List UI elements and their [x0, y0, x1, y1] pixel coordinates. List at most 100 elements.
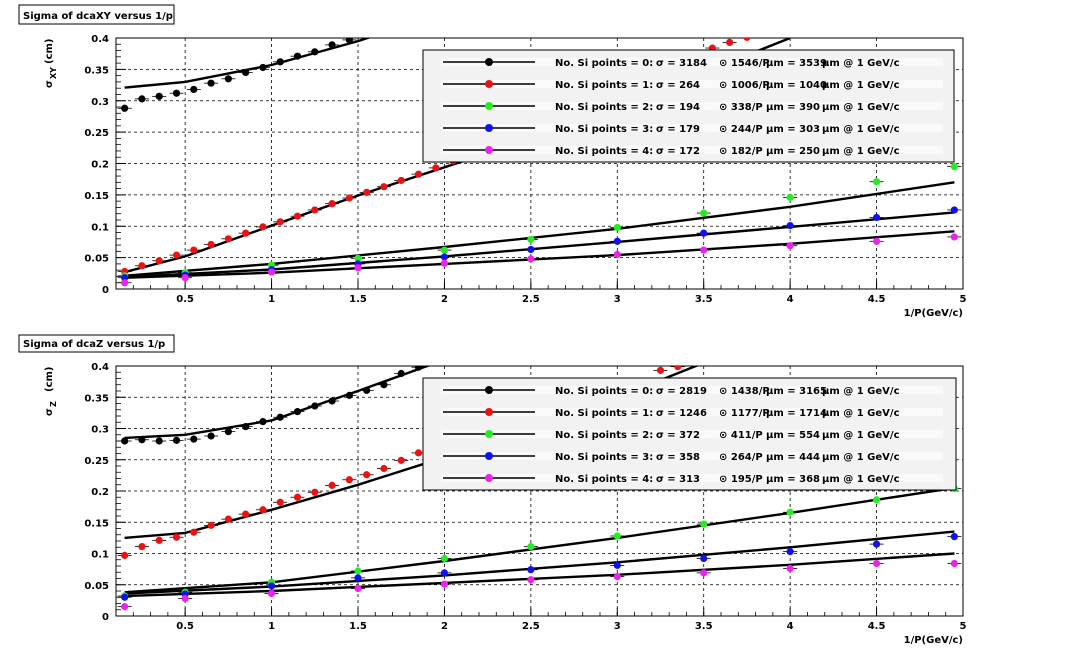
- y-tick-label: 0.25: [84, 128, 109, 139]
- data-point: [328, 481, 336, 489]
- data-point: [276, 498, 284, 506]
- data-point: [674, 366, 682, 371]
- legend-tail: μm @ 1 GeV/c: [822, 146, 900, 157]
- data-point: [276, 413, 284, 421]
- data-point: [440, 569, 449, 577]
- data-point: [242, 510, 250, 518]
- x-tick-label: 0.5: [176, 621, 194, 632]
- data-point: [181, 274, 189, 282]
- data-point: [190, 435, 198, 443]
- legend-term: ⊙ 195/P: [719, 474, 763, 485]
- chart-panel-1: Sigma of dcaZ versus 1/p 0.5 1 1.5 2 2.5 3 3.5 4…: [18, 334, 967, 646]
- fit-line-series-0: [124, 366, 431, 440]
- legend-um: μm = 390: [766, 102, 820, 113]
- data-point: [259, 63, 267, 72]
- chart-panel-0: Sigma of dcaXY versus 1/p 0.5 1 1.5 2 2.5 3 3.5…: [18, 4, 967, 319]
- legend-um: μm = 3539: [766, 58, 827, 69]
- data-point: [786, 242, 794, 250]
- data-point: [700, 209, 708, 217]
- legend-um: μm = 554: [766, 430, 820, 441]
- data-point: [155, 257, 163, 265]
- data-point: [172, 251, 181, 259]
- data-point: [224, 428, 232, 436]
- series-1: [117, 38, 751, 276]
- legend-row-band: [441, 430, 943, 438]
- legend-um: μm = 303: [766, 124, 820, 135]
- data-point: [950, 533, 958, 541]
- data-point: [700, 229, 708, 237]
- legend-row-band: [441, 102, 943, 110]
- data-point: [397, 456, 405, 464]
- data-point: [354, 254, 362, 262]
- data-point: [328, 41, 336, 49]
- legend-entry-3: No. Si points = 3: σ = 358 ⊙ 264/P μm = 444…: [441, 452, 943, 463]
- fit-line-series-0: [124, 38, 372, 89]
- legend-sigma: σ = 194: [656, 102, 700, 113]
- y-tick-label: 0.2: [91, 487, 109, 498]
- legend-entry-0: No. Si points = 0: σ = 2819 ⊙ 1438/Pμm = 3…: [441, 386, 943, 397]
- legend-entry-4: No. Si points = 4: σ = 313 ⊙ 195/P μm = 368…: [441, 474, 943, 485]
- series-1: [117, 366, 685, 559]
- legend-entry-3: No. Si points = 3: σ = 179 ⊙ 244/P μm = 303…: [441, 124, 943, 135]
- legend: No. Si points = 0: σ = 2819 ⊙ 1438/Pμm = 3…: [422, 377, 957, 491]
- data-point: [207, 240, 215, 249]
- data-point: [155, 536, 163, 544]
- data-point: [380, 464, 388, 473]
- legend-label: No. Si points = 1:: [555, 80, 653, 91]
- y-axis-label-group: σZ (cm): [44, 367, 58, 417]
- data-point: [224, 235, 232, 243]
- data-point: [267, 268, 276, 276]
- data-point: [397, 369, 405, 378]
- data-point: [207, 521, 215, 529]
- legend-tail: μm @ 1 GeV/c: [822, 58, 900, 69]
- data-point: [276, 58, 284, 66]
- data-point: [172, 533, 181, 541]
- data-point: [613, 561, 621, 569]
- data-point: [311, 206, 319, 214]
- data-point: [613, 532, 621, 540]
- series-0: [117, 366, 426, 445]
- x-axis-label: 1/P(GeV/c): [904, 308, 963, 319]
- data-point: [432, 164, 440, 172]
- legend-sigma: σ = 313: [656, 474, 700, 485]
- y-tick-label: 0.35: [84, 65, 109, 76]
- data-point: [872, 540, 881, 548]
- legend-marker: [485, 80, 493, 88]
- legend-entry-1: No. Si points = 1: σ = 1246 ⊙ 1177/Pμm = 1…: [441, 408, 943, 419]
- legend-marker: [485, 474, 493, 482]
- legend-term: ⊙ 411/P: [719, 430, 763, 441]
- data-point: [155, 437, 163, 445]
- x-tick-label: 2: [441, 294, 448, 305]
- y-tick-label: 0.35: [84, 393, 109, 404]
- data-point: [354, 574, 362, 582]
- data-point: [950, 233, 958, 241]
- data-point: [700, 520, 708, 528]
- y-axis-label-unit: (cm): [44, 39, 55, 65]
- legend-entry-2: No. Si points = 2: σ = 372 ⊙ 411/P μm = 554…: [441, 430, 943, 441]
- legend-tail: μm @ 1 GeV/c: [822, 80, 900, 91]
- series-4: [117, 233, 962, 287]
- legend-marker: [485, 452, 493, 460]
- data-point: [363, 471, 371, 479]
- legend-label: No. Si points = 0:: [555, 386, 653, 397]
- legend-tail: μm @ 1 GeV/c: [822, 386, 900, 397]
- data-point: [311, 402, 319, 410]
- data-point: [121, 279, 129, 287]
- x-tick-label: 4: [787, 294, 794, 305]
- y-axis-label-unit: (cm): [44, 367, 55, 393]
- data-point: [345, 391, 353, 399]
- legend-label: No. Si points = 2:: [555, 102, 653, 113]
- data-point: [138, 436, 146, 444]
- y-tick-label: 0.2: [91, 160, 109, 171]
- data-point: [872, 213, 881, 222]
- legend-label: No. Si points = 3:: [555, 124, 653, 135]
- data-point: [613, 250, 621, 259]
- y-tick-label: 0.1: [91, 222, 109, 233]
- x-axis-label: 1/P(GeV/c): [904, 635, 963, 646]
- data-point: [224, 515, 232, 523]
- legend-row-band: [441, 452, 943, 460]
- data-point: [354, 567, 362, 575]
- legend-sigma: σ = 2819: [656, 386, 707, 397]
- x-tick-label: 4.5: [868, 621, 886, 632]
- legend-label: No. Si points = 3:: [555, 452, 653, 463]
